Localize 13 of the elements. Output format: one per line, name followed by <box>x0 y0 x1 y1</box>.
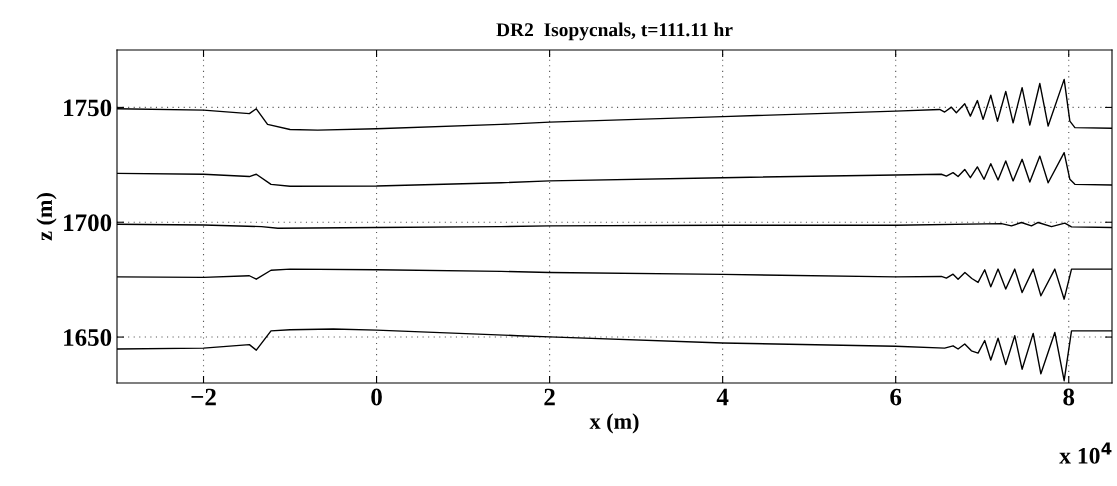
text: x 10$^{4}$ <box>1059 442 1112 464</box>
x-tick-label: 8 <box>1063 388 1075 406</box>
y-tick-label: 1700 <box>64 214 112 232</box>
x-tick-label: 2 <box>544 388 555 406</box>
chart-title: DR2 Isopycnals, t=111.11 hr <box>496 22 733 41</box>
y-tick-label: 1650 <box>64 329 112 346</box>
x-tick-label: 6 <box>890 388 902 406</box>
y-tick-label: 1750 <box>64 99 112 117</box>
x-axis-title: x (m) <box>589 413 639 434</box>
x-tick-label: 0 <box>371 388 382 406</box>
x-tick-label: 4 <box>716 388 729 406</box>
y-axis-title: z (m) <box>36 193 57 241</box>
x-tick-label: −2 <box>191 388 216 406</box>
